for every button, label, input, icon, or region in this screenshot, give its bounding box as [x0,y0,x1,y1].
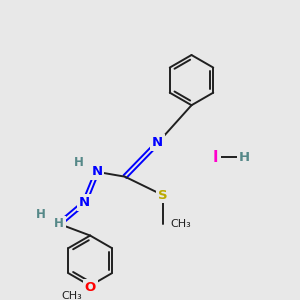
Text: CH₃: CH₃ [170,219,191,229]
Text: H: H [36,208,46,221]
Text: S: S [158,188,167,202]
Text: O: O [85,281,96,294]
Text: N: N [79,196,90,209]
Text: N: N [152,136,163,149]
Text: H: H [239,151,250,164]
Text: H: H [74,156,83,169]
Text: I: I [213,150,218,165]
Text: CH₃: CH₃ [62,291,82,300]
Text: N: N [91,165,103,178]
Text: H: H [54,218,64,230]
